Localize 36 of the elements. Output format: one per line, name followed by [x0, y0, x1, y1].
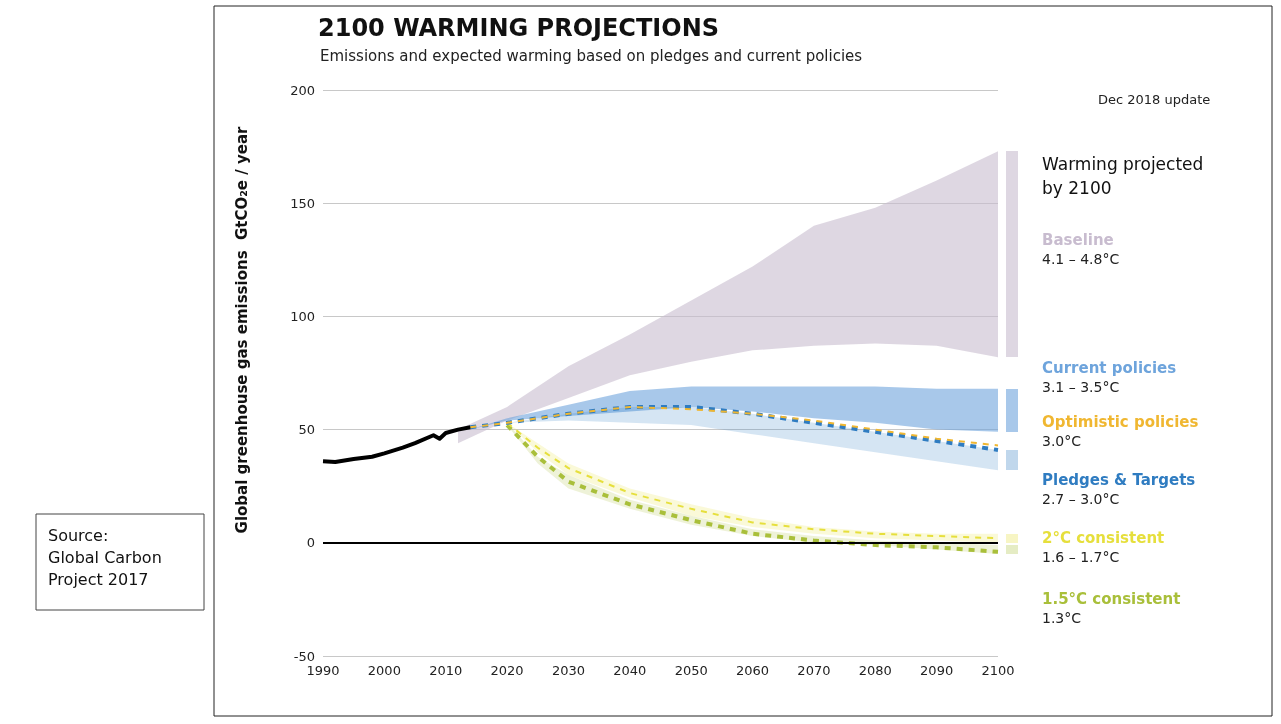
text: Dec 2018 update — [1098, 92, 1211, 107]
y-axis-title: Global greenhouse gas emissions GtCO₂e / year — [233, 126, 251, 534]
text: Optimistic policies — [1042, 412, 1199, 431]
y-tick-label: -50 — [293, 648, 315, 664]
text: 1.6 – 1.7°C — [1042, 549, 1120, 565]
legend-label: Current policies — [1042, 358, 1177, 377]
text: 4.1 – 4.8°C — [1042, 251, 1120, 267]
x-tick-label: 1990 — [306, 663, 340, 678]
legend-label: Baseline — [1042, 230, 1114, 249]
x-tick-label: 2070 — [797, 663, 831, 678]
x-tick-label: 2010 — [429, 663, 463, 678]
x-tick-label: 2100 — [981, 663, 1015, 678]
text: 3.0°C — [1042, 433, 1082, 449]
y-tick-label: 150 — [290, 195, 315, 211]
chart-title: 2100 WARMING PROJECTIONS — [318, 14, 720, 42]
x-tick-label: 2040 — [613, 663, 647, 678]
legend-label: 2°C consistent — [1042, 528, 1165, 547]
x-tick-label: 2050 — [674, 663, 708, 678]
x-tick-label: 2080 — [858, 663, 892, 678]
text: 1.5°C consistent — [1042, 589, 1181, 608]
text: 2.7 – 3.0°C — [1042, 491, 1120, 507]
source-note: Source: Global Carbon Project 2017 — [48, 525, 162, 589]
text: 1.3°C — [1042, 610, 1082, 626]
x-tick-label: 2030 — [551, 663, 585, 678]
chart-subtitle: Emissions and expected warming based on pledges and current policies — [320, 46, 863, 65]
y-tick-label: 100 — [290, 308, 315, 324]
y-tick-label: 0 — [306, 535, 315, 551]
text: 3.1 – 3.5°C — [1042, 379, 1120, 395]
text: Pledges & Targets — [1042, 470, 1196, 489]
x-tick-label: 2020 — [490, 663, 524, 678]
text: Warming projected by 2100 — [1042, 154, 1204, 198]
y-tick-label: 50 — [298, 422, 315, 438]
x-tick-label: 2000 — [367, 663, 401, 678]
x-tick-label: 2060 — [736, 663, 770, 678]
y-tick-label: 200 — [290, 82, 315, 98]
x-tick-label: 2090 — [920, 663, 954, 678]
